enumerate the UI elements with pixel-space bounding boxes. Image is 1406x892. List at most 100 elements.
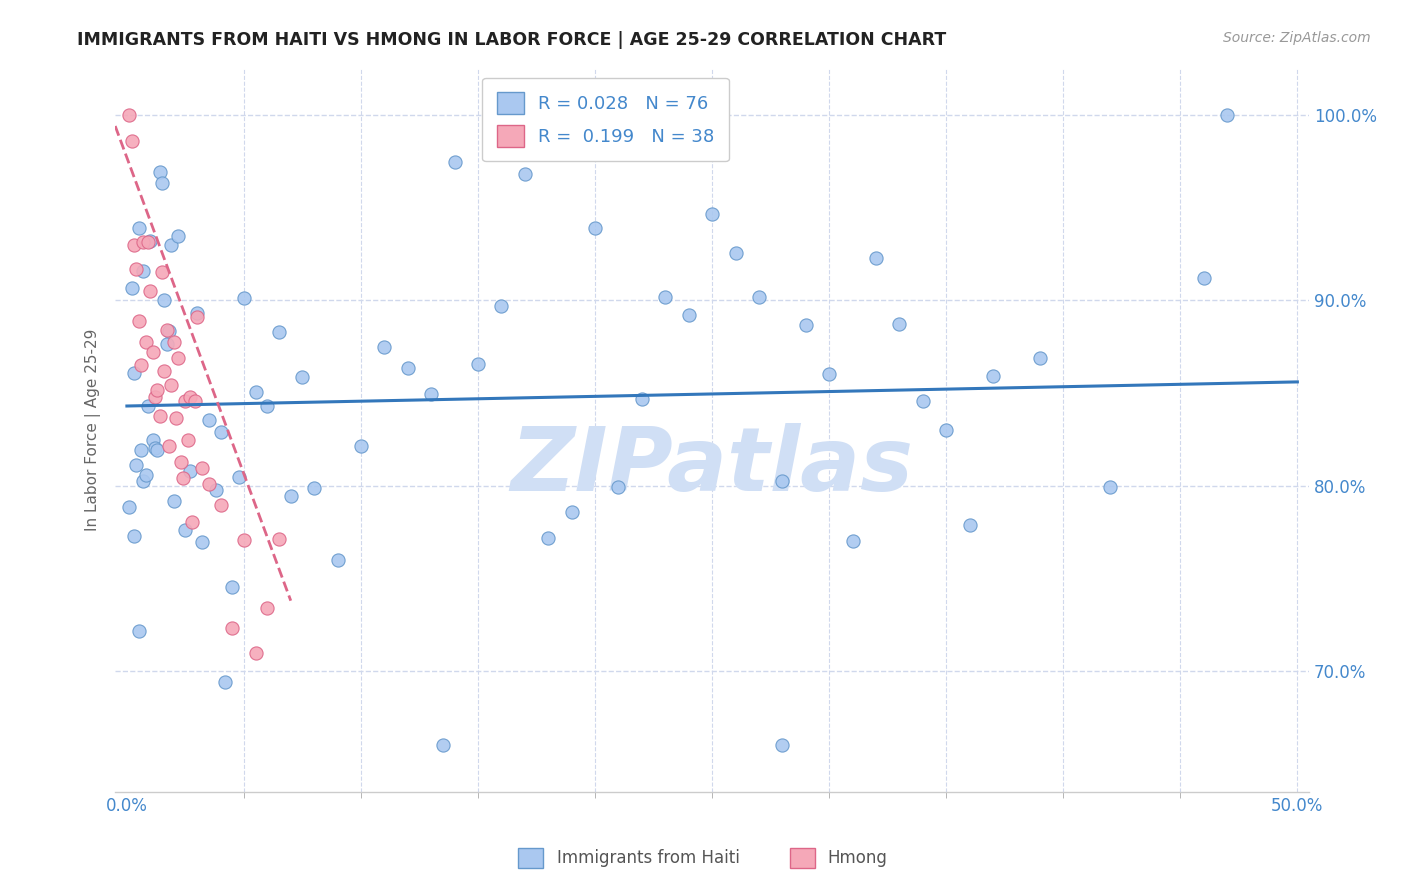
Immigrants from Haiti bbox=[157, 324, 180, 338]
Immigrants from Haiti bbox=[373, 341, 395, 355]
Immigrants from Haiti bbox=[981, 369, 1004, 384]
Hmong bbox=[136, 235, 159, 249]
Immigrants from Haiti bbox=[149, 165, 172, 179]
Hmong bbox=[149, 409, 172, 423]
Legend: R = 0.028   N = 76, R =  0.199   N = 38: R = 0.028 N = 76, R = 0.199 N = 38 bbox=[482, 78, 730, 161]
Hmong bbox=[125, 262, 148, 277]
Hmong bbox=[142, 345, 165, 359]
Immigrants from Haiti bbox=[125, 458, 148, 472]
Hmong bbox=[186, 310, 208, 324]
Immigrants from Haiti bbox=[214, 675, 236, 690]
Immigrants from Haiti bbox=[818, 367, 841, 381]
Hmong bbox=[221, 621, 243, 635]
Hmong bbox=[184, 393, 207, 408]
Immigrants from Haiti bbox=[326, 553, 349, 567]
Hmong bbox=[128, 313, 150, 327]
Hmong bbox=[191, 461, 214, 475]
Immigrants from Haiti bbox=[770, 739, 793, 753]
Immigrants from Haiti bbox=[129, 442, 152, 457]
Hmong bbox=[139, 284, 162, 298]
Text: Source: ZipAtlas.com: Source: ZipAtlas.com bbox=[1223, 31, 1371, 45]
Immigrants from Haiti bbox=[135, 468, 157, 483]
Hmong bbox=[135, 334, 157, 349]
Hmong bbox=[132, 235, 155, 249]
Immigrants from Haiti bbox=[724, 246, 747, 260]
Immigrants from Haiti bbox=[302, 481, 325, 495]
Hmong bbox=[118, 108, 141, 122]
Immigrants from Haiti bbox=[561, 505, 583, 519]
Immigrants from Haiti bbox=[256, 399, 278, 413]
Immigrants from Haiti bbox=[911, 394, 934, 409]
Immigrants from Haiti bbox=[146, 443, 169, 458]
Hmong bbox=[209, 498, 232, 512]
Immigrants from Haiti bbox=[467, 357, 489, 371]
Immigrants from Haiti bbox=[156, 337, 179, 351]
Immigrants from Haiti bbox=[209, 425, 232, 439]
Immigrants from Haiti bbox=[513, 167, 536, 181]
Hmong bbox=[181, 515, 204, 529]
Immigrants from Haiti bbox=[167, 229, 190, 244]
Immigrants from Haiti bbox=[136, 400, 159, 414]
Hmong bbox=[233, 533, 256, 548]
Immigrants from Haiti bbox=[865, 251, 887, 265]
Immigrants from Haiti bbox=[1216, 108, 1239, 122]
Text: IMMIGRANTS FROM HAITI VS HMONG IN LABOR FORCE | AGE 25-29 CORRELATION CHART: IMMIGRANTS FROM HAITI VS HMONG IN LABOR … bbox=[77, 31, 946, 49]
Hmong bbox=[150, 265, 173, 279]
Immigrants from Haiti bbox=[935, 423, 957, 437]
Hmong bbox=[167, 351, 190, 366]
Immigrants from Haiti bbox=[198, 413, 221, 427]
Immigrants from Haiti bbox=[291, 370, 314, 384]
Immigrants from Haiti bbox=[128, 221, 150, 235]
Immigrants from Haiti bbox=[396, 360, 419, 375]
Immigrants from Haiti bbox=[443, 155, 465, 169]
Immigrants from Haiti bbox=[122, 367, 145, 381]
Hmong bbox=[267, 533, 290, 547]
Immigrants from Haiti bbox=[420, 387, 443, 401]
Immigrants from Haiti bbox=[118, 500, 141, 515]
Hmong bbox=[170, 455, 193, 469]
Immigrants from Haiti bbox=[491, 299, 513, 313]
Immigrants from Haiti bbox=[537, 531, 560, 545]
Immigrants from Haiti bbox=[228, 470, 250, 484]
Hmong bbox=[174, 394, 197, 409]
Y-axis label: In Labor Force | Age 25-29: In Labor Force | Age 25-29 bbox=[86, 329, 101, 532]
Immigrants from Haiti bbox=[654, 290, 676, 304]
Hmong bbox=[256, 600, 278, 615]
Immigrants from Haiti bbox=[160, 237, 183, 252]
Immigrants from Haiti bbox=[432, 739, 454, 753]
Hmong bbox=[143, 390, 166, 404]
Immigrants from Haiti bbox=[245, 385, 267, 400]
Immigrants from Haiti bbox=[1029, 351, 1052, 366]
Text: ZIPatlas: ZIPatlas bbox=[510, 423, 914, 509]
Hmong bbox=[163, 335, 186, 350]
Immigrants from Haiti bbox=[150, 176, 173, 190]
Immigrants from Haiti bbox=[191, 535, 214, 549]
Hmong bbox=[177, 434, 200, 448]
Immigrants from Haiti bbox=[121, 280, 143, 294]
Immigrants from Haiti bbox=[122, 528, 145, 542]
Immigrants from Haiti bbox=[959, 517, 981, 532]
Immigrants from Haiti bbox=[153, 293, 176, 307]
Immigrants from Haiti bbox=[1192, 271, 1215, 285]
Immigrants from Haiti bbox=[128, 624, 150, 639]
Immigrants from Haiti bbox=[889, 317, 911, 331]
Immigrants from Haiti bbox=[583, 221, 606, 235]
Immigrants from Haiti bbox=[179, 464, 201, 478]
Immigrants from Haiti bbox=[143, 441, 166, 455]
Hmong bbox=[156, 323, 179, 337]
Immigrants from Haiti bbox=[139, 234, 162, 248]
Immigrants from Haiti bbox=[841, 534, 863, 549]
Immigrants from Haiti bbox=[1099, 480, 1122, 494]
Immigrants from Haiti bbox=[267, 325, 290, 339]
Hmong bbox=[198, 477, 221, 491]
Hmong bbox=[157, 439, 180, 453]
Hmong bbox=[146, 383, 169, 397]
Hmong bbox=[179, 390, 201, 404]
Immigrants from Haiti bbox=[233, 292, 256, 306]
Immigrants from Haiti bbox=[770, 474, 793, 488]
Immigrants from Haiti bbox=[678, 308, 700, 322]
Immigrants from Haiti bbox=[205, 483, 228, 498]
Hmong bbox=[122, 237, 145, 252]
Immigrants from Haiti bbox=[794, 318, 817, 332]
Hmong bbox=[245, 646, 267, 660]
